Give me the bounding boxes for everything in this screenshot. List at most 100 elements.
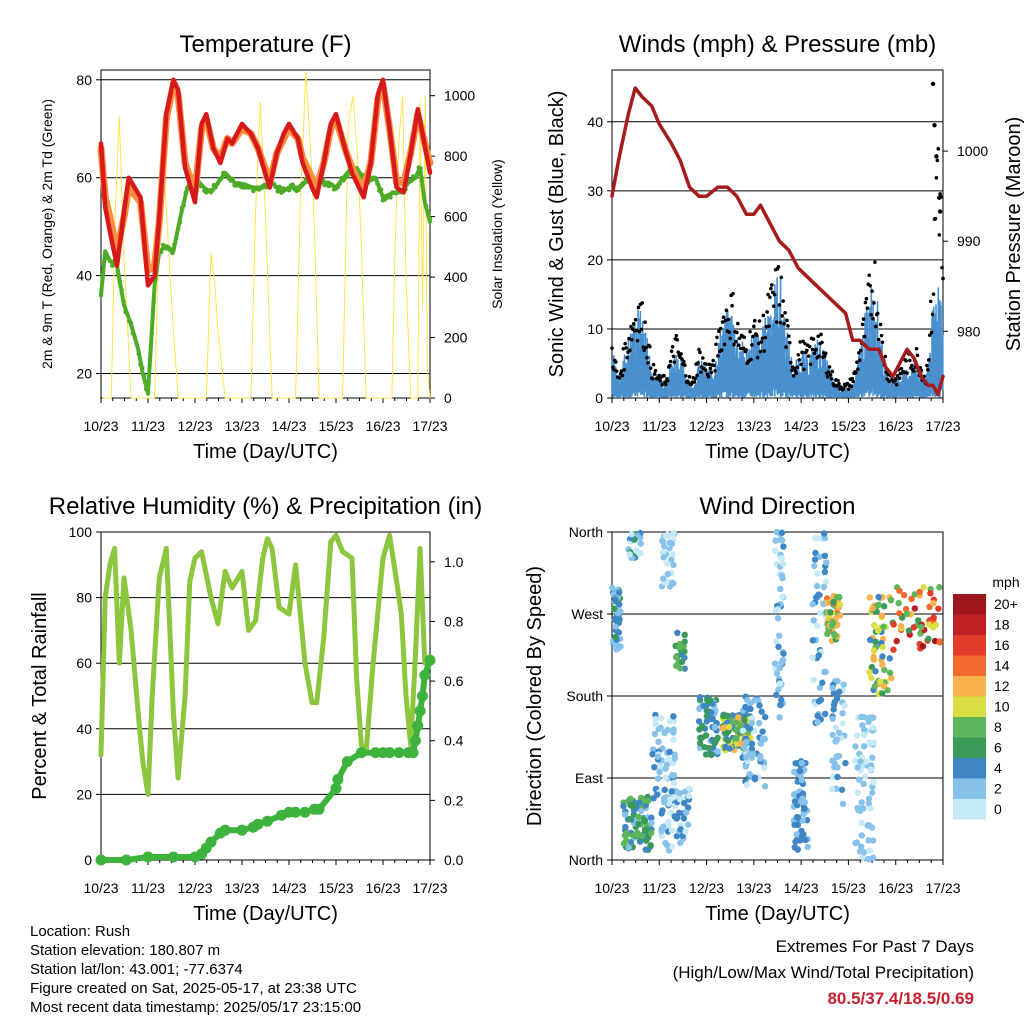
direction-point — [775, 686, 782, 693]
direction-point — [854, 789, 861, 796]
direction-point — [854, 764, 861, 771]
dewpoint-point — [108, 259, 113, 264]
gust-point — [851, 379, 855, 384]
gust-point — [763, 335, 768, 340]
direction-point — [812, 549, 819, 557]
dewpoint-point — [110, 263, 115, 268]
direction-point — [720, 712, 727, 720]
direction-point — [792, 760, 799, 767]
gust-point — [752, 324, 756, 329]
x-tick-label: 16/23 — [878, 418, 913, 434]
gust-point — [789, 368, 794, 373]
direction-point — [685, 804, 692, 811]
data-timestamp: Most recent data timestamp: 2025/05/17 2… — [30, 999, 362, 1016]
direction-point — [868, 674, 875, 682]
direction-point — [820, 583, 828, 591]
gust-point — [672, 360, 677, 365]
precipitation-point — [219, 824, 231, 836]
gust-point — [767, 324, 771, 328]
y-tick-label: 80 — [76, 590, 92, 606]
gust-point — [634, 328, 639, 333]
gust-point — [774, 320, 779, 324]
direction-point — [742, 763, 749, 770]
direction-point — [835, 729, 843, 737]
direction-point — [685, 792, 693, 800]
direction-point — [896, 587, 903, 594]
direction-point — [870, 778, 877, 786]
dewpoint-point — [174, 236, 179, 241]
direction-point — [761, 764, 768, 772]
direction-point — [911, 591, 918, 598]
series-relative-humidity — [98, 532, 433, 797]
direction-point — [870, 622, 878, 629]
gust-point — [699, 370, 703, 375]
gust-point — [817, 354, 821, 358]
y2-tick-label: 0.8 — [444, 613, 464, 629]
gust-point — [734, 339, 738, 344]
gust-point — [719, 348, 724, 352]
direction-point — [822, 578, 830, 585]
direction-point — [761, 783, 769, 790]
direction-point — [749, 751, 757, 758]
direction-point — [638, 832, 646, 840]
direction-point — [724, 712, 731, 720]
direction-point — [674, 629, 681, 637]
gust-point — [860, 322, 865, 327]
direction-point — [839, 720, 846, 727]
gust-point — [911, 369, 916, 373]
direction-point — [681, 648, 688, 655]
direction-point — [858, 799, 865, 806]
x-tick-label: 15/23 — [318, 418, 353, 434]
gust-point — [683, 374, 688, 378]
gust-point — [675, 337, 680, 342]
dewpoint-point — [145, 391, 151, 396]
gust-point — [927, 333, 932, 337]
dewpoint-point — [117, 280, 123, 286]
direction-point — [810, 617, 817, 624]
direction-point — [644, 797, 652, 805]
gust-point — [669, 349, 674, 353]
direction-point — [621, 811, 629, 818]
dewpoint-point — [151, 299, 156, 304]
gust-point — [761, 313, 766, 318]
gust-point — [805, 348, 809, 353]
x-tick-label: 13/23 — [224, 880, 259, 896]
gust-point — [721, 315, 726, 319]
direction-point — [840, 681, 847, 688]
dewpoint-point — [337, 181, 342, 187]
y2-tick-label: 0.4 — [444, 733, 464, 749]
direction-point — [932, 621, 940, 629]
dewpoint-point — [422, 196, 427, 201]
gust-point — [749, 357, 753, 362]
dewpoint-point — [142, 373, 147, 378]
direction-point — [677, 665, 684, 672]
y-tick-label: 0 — [84, 852, 92, 868]
y2-tick-label: 980 — [957, 323, 981, 339]
direction-point — [870, 656, 878, 663]
chart-title: Winds (mph) & Pressure (mb) — [619, 31, 936, 58]
direction-point — [773, 638, 780, 645]
direction-point — [659, 549, 667, 556]
direction-point — [811, 556, 819, 563]
gust-point — [617, 376, 622, 380]
direction-point — [813, 622, 821, 630]
direction-point — [611, 605, 618, 612]
colorbar-label: 8 — [994, 719, 1002, 735]
direction-point — [879, 653, 886, 660]
direction-point — [821, 568, 829, 576]
gust-point — [623, 341, 628, 346]
gust-point — [683, 363, 687, 367]
gust-point — [807, 344, 812, 349]
dewpoint-point — [286, 188, 292, 193]
direction-point — [878, 612, 886, 619]
x-tick-label: 12/23 — [177, 880, 212, 896]
gust-point — [863, 300, 868, 305]
direction-point — [935, 605, 942, 612]
x-axis-label: Time (Day/UTC) — [705, 441, 850, 463]
direction-point — [620, 840, 628, 847]
gust-point — [865, 306, 870, 311]
gust-point — [629, 324, 633, 329]
direction-point — [632, 547, 640, 554]
gust-point — [660, 382, 664, 387]
direction-point — [776, 714, 783, 721]
